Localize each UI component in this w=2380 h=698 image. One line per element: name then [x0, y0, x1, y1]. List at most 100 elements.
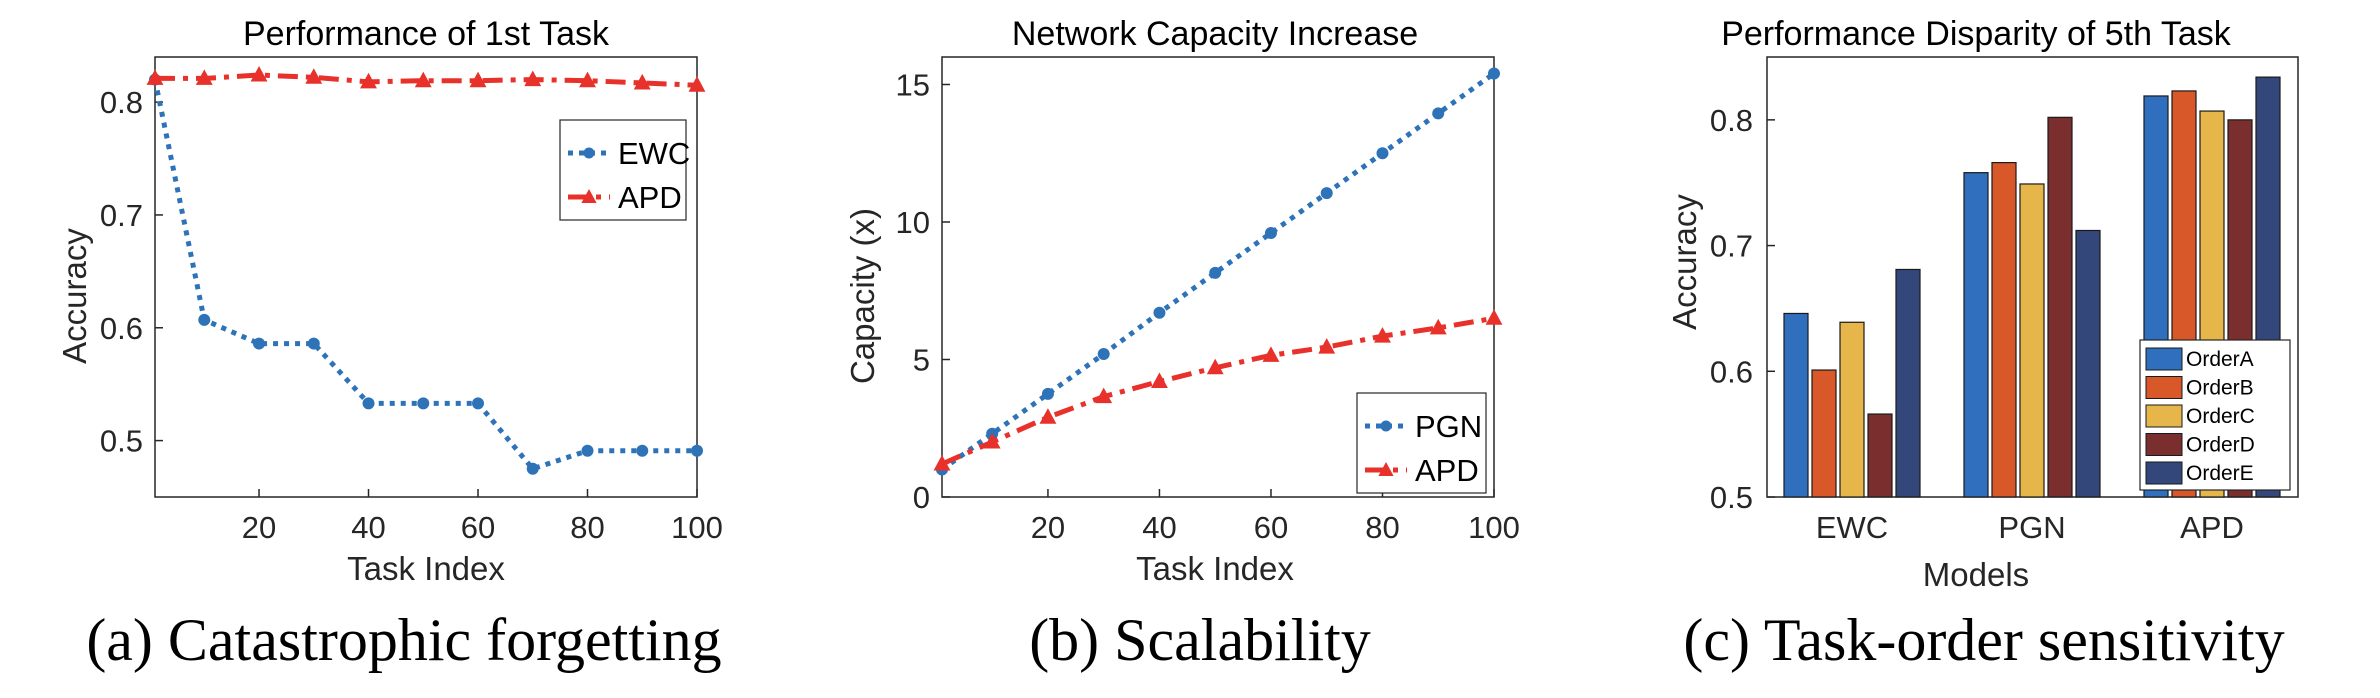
chart-b-point-apd	[1151, 372, 1168, 388]
chart-b-point-pgn	[1320, 187, 1333, 200]
chart-b-ytick-label: 0	[913, 480, 930, 515]
chart-c-xtick-label: EWC	[1816, 510, 1888, 545]
chart-b-legend-label-pgn: PGN	[1415, 409, 1482, 444]
chart-b-point-apd	[1374, 327, 1391, 343]
chart-b-xtick-label: 40	[1142, 510, 1176, 545]
chart-c-legend-swatch-ordere	[2145, 461, 2183, 485]
chart-c-bar-orderc-pgn	[2019, 183, 2045, 498]
chart-b-point-pgn	[1041, 387, 1054, 400]
chart-c-legend-swatch-orderd	[2145, 433, 2183, 456]
chart-a-xtick-label: 80	[570, 510, 604, 545]
chart-b-xtick-label: 20	[1031, 510, 1065, 545]
chart-b-xtick-label: 100	[1468, 510, 1520, 545]
panel-b: Network Capacity Increase 20 40 60 80 100 0 5 1…	[844, 15, 1520, 673]
chart-a-point-apd	[360, 72, 377, 89]
chart-a-point-ewc	[417, 397, 430, 410]
chart-c-bar-orderd-pgn	[2047, 116, 2073, 498]
chart-b-point-pgn	[1153, 306, 1166, 319]
chart-c-legend-swatch-ordera	[2145, 347, 2183, 371]
chart-a-ytick-label: 0.5	[100, 424, 143, 459]
chart-c-legend-label-ordera: OrderA	[2186, 348, 2254, 371]
chart-a-point-apd	[579, 71, 596, 88]
chart-c-plot-area: 0.5 0.6 0.7 0.8 EWC PGN APD OrderA OrderB OrderC O…	[1710, 56, 2299, 545]
chart-c-xlabel: Models	[1923, 556, 2029, 593]
caption-c: (c) Task-order sensitivity	[1683, 607, 2284, 673]
chart-c-ytick-label: 0.6	[1710, 354, 1753, 389]
chart-b-series-line-pgn	[940, 71, 1496, 472]
chart-b-plot-area: 20 40 60 80 100 0 5 10 15 PGN APD	[896, 56, 1520, 545]
chart-c-legend-label-ordere: OrderE	[2186, 462, 2254, 485]
chart-a-point-apd	[469, 71, 487, 88]
chart-b-xtick-label: 80	[1365, 510, 1399, 545]
chart-a-point-ewc	[307, 337, 320, 350]
chart-a-legend-label-ewc: EWC	[618, 136, 690, 171]
chart-a-point-ewc	[253, 337, 266, 350]
chart-c-ytick-label: 0.8	[1710, 103, 1753, 138]
chart-c-bar-orderc-ewc	[1839, 321, 1865, 498]
chart-c-bar-orderd-ewc	[1867, 413, 1893, 498]
chart-b-point-apd	[1429, 318, 1447, 335]
chart-a-point-apd	[414, 71, 432, 88]
chart-a-xtick-label: 60	[461, 510, 495, 545]
chart-a-xlabel: Task Index	[347, 550, 505, 587]
chart-b-legend-marker-pgn	[1380, 420, 1392, 432]
chart-c-legend-label-orderd: OrderD	[2186, 434, 2255, 457]
chart-c-bar-ordera-pgn	[1963, 172, 1989, 498]
chart-a-point-apd	[305, 68, 323, 84]
chart-a-ytick-label: 0.7	[100, 198, 143, 233]
chart-b-title: Network Capacity Increase	[1012, 15, 1418, 53]
chart-a-series-line-apd	[155, 72, 698, 88]
chart-a-point-ewc	[362, 397, 375, 410]
chart-b-point-apd	[1485, 309, 1503, 325]
chart-c-ytick-label: 0.5	[1710, 480, 1753, 515]
chart-b-point-apd	[1262, 346, 1280, 362]
chart-a-legend-marker-apd	[581, 189, 597, 203]
chart-b-point-apd	[933, 454, 951, 471]
chart-a-point-apd	[146, 69, 164, 85]
chart-b-point-pgn	[1209, 266, 1222, 279]
chart-c-bar-orderb-ewc	[1811, 369, 1837, 498]
chart-a-point-apd	[633, 73, 651, 90]
chart-c-ylabel: Accuracy	[1666, 194, 1703, 330]
chart-a-xtick-label: 40	[351, 510, 385, 545]
chart-b-legend-label-apd: APD	[1415, 453, 1479, 488]
chart-a-legend	[559, 119, 687, 221]
chart-a-legend-marker-ewc	[583, 147, 595, 159]
chart-a-ytick-label: 0.6	[100, 311, 143, 346]
chart-c-xtick-label: APD	[2180, 510, 2244, 545]
chart-a-point-apd	[524, 70, 542, 87]
chart-b-point-pgn	[1432, 107, 1445, 120]
chart-b-point-apd	[1206, 358, 1224, 375]
panel-a: Performance of 1st Task 20 40 60 80 100 0.5 0.…	[56, 15, 723, 673]
chart-b-legend	[1356, 392, 1487, 494]
chart-a-point-ewc	[472, 397, 485, 410]
chart-b-point-apd	[1039, 408, 1057, 424]
chart-b-ylabel: Capacity (x)	[844, 208, 881, 384]
chart-a-point-apd	[688, 76, 706, 92]
chart-a-point-ewc	[526, 462, 539, 475]
chart-a-ylabel: Accuracy	[56, 228, 93, 364]
chart-b-point-apd	[1095, 387, 1113, 404]
chart-c-title: Performance Disparity of 5th Task	[1721, 15, 2232, 53]
chart-a-point-ewc	[581, 444, 594, 457]
chart-a-point-ewc	[198, 313, 211, 326]
chart-b-ytick-label: 15	[896, 68, 930, 103]
chart-b-ytick-label: 5	[913, 343, 930, 378]
chart-a-title: Performance of 1st Task	[243, 15, 610, 53]
chart-b-point-apd	[983, 432, 1001, 449]
panel-c: Performance Disparity of 5th Task 0.5 0.6…	[1666, 15, 2299, 673]
chart-c-legend-label-orderb: OrderB	[2186, 377, 2254, 400]
chart-a-ytick-label: 0.8	[100, 85, 143, 120]
chart-c-xtick-label: PGN	[1998, 510, 2065, 545]
chart-c-legend-swatch-orderb	[2145, 376, 2183, 399]
chart-a-point-ewc	[691, 444, 703, 457]
chart-b-ytick-label: 10	[896, 205, 930, 240]
chart-a-point-ewc	[636, 444, 649, 457]
chart-b-point-pgn	[1097, 348, 1110, 360]
chart-c-legend-label-orderc: OrderC	[2186, 405, 2255, 428]
chart-b-point-pgn	[1376, 147, 1389, 160]
caption-a: (a) Catastrophic forgetting	[86, 607, 721, 673]
chart-a-point-apd	[250, 66, 268, 82]
chart-c-bar-ordere-pgn	[2075, 229, 2101, 498]
